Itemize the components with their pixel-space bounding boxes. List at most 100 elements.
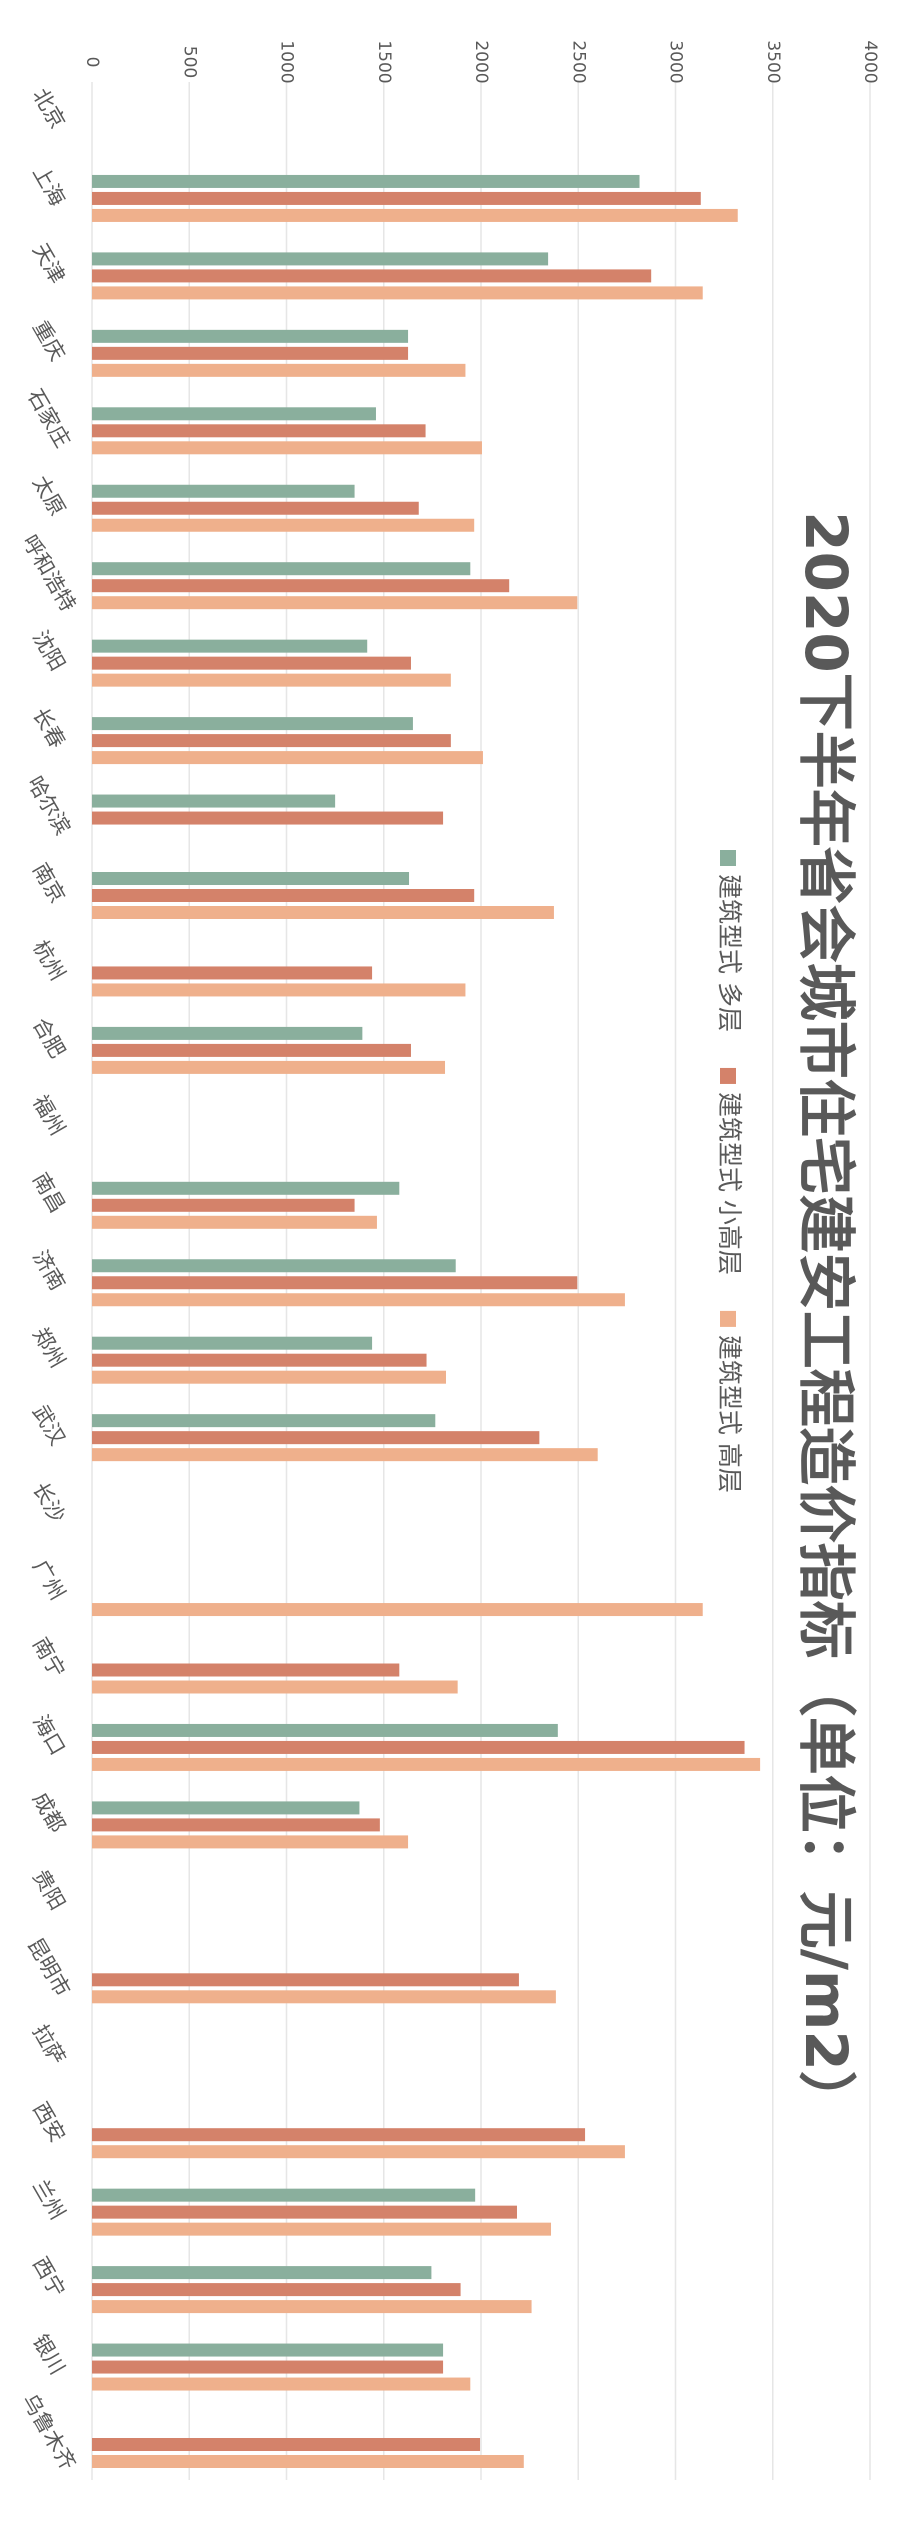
bar: [92, 1723, 558, 1737]
y-tick-label: 兰州: [28, 2175, 70, 2223]
bar: [92, 1818, 380, 1832]
bar: [92, 424, 426, 438]
y-tick-label: 昆明市: [23, 1934, 75, 2001]
bar: [92, 484, 355, 498]
x-tick-label: 2000: [471, 40, 491, 83]
bar: [92, 1740, 745, 1754]
y-tick-label: 呼和浩特: [17, 531, 80, 616]
bar: [92, 1181, 400, 1195]
bar: [92, 286, 703, 300]
x-tick-label: 3000: [666, 40, 686, 83]
bar: [92, 1835, 409, 1849]
bar: [92, 1801, 360, 1815]
bar: [92, 1757, 761, 1771]
y-tick-label: 长沙: [28, 1478, 70, 1526]
y-tick-label: 广州: [28, 1556, 70, 1604]
bar: [92, 501, 419, 515]
bar: [92, 889, 475, 902]
bar: [92, 1259, 456, 1273]
bar: [92, 906, 554, 919]
bar: [92, 1198, 355, 1212]
y-tick-label: 海口: [28, 1711, 70, 1759]
y-tick-label: 南宁: [28, 1633, 70, 1681]
y-tick-label: 郑州: [28, 1324, 70, 1372]
y-tick-label: 南京: [28, 859, 70, 907]
bar: [92, 1448, 598, 1462]
bar: [92, 1215, 377, 1229]
bar: [92, 269, 652, 283]
bar: [92, 208, 738, 222]
x-tick-label: 3500: [763, 40, 783, 83]
bar: [92, 518, 475, 532]
y-tick-label: 银川: [28, 2330, 70, 2378]
bar: [92, 1336, 373, 1350]
y-tick-label: 西安: [28, 2098, 70, 2146]
bar: [92, 734, 451, 748]
bar: [92, 656, 411, 670]
bar: [92, 174, 640, 188]
bar: [92, 794, 336, 808]
bar: [92, 2300, 532, 2314]
bar: [92, 346, 409, 360]
bar: [92, 562, 471, 576]
legend-label: 建筑型式 小高层: [715, 1092, 744, 1275]
y-tick-label: 天津: [28, 239, 70, 287]
bar: [92, 1353, 427, 1367]
bar: [92, 872, 410, 885]
bar: [92, 1414, 436, 1428]
bar: [92, 1431, 540, 1445]
bar: [92, 1026, 363, 1040]
bar: [92, 2222, 552, 2236]
bar: [92, 329, 409, 343]
chart-title: 2020下半年省会城市住宅建安工程造价指标（单位：元/m2）: [792, 511, 860, 2128]
y-tick-label: 乌鲁木齐: [17, 2390, 80, 2475]
bar: [92, 1060, 446, 1074]
y-tick-label: 杭州: [28, 936, 70, 984]
y-tick-label: 福州: [28, 1091, 70, 1139]
bar: [92, 2377, 471, 2391]
bar: [92, 2360, 444, 2374]
x-tick-label: 1000: [277, 40, 297, 83]
bar: [92, 2128, 586, 2142]
bar: [92, 2343, 444, 2357]
y-tick-label: 北京: [28, 84, 70, 132]
bar: [92, 2145, 625, 2159]
y-tick-label: 上海: [28, 162, 70, 210]
y-tick-label: 合肥: [28, 1014, 70, 1062]
y-tick-label: 武汉: [28, 1401, 70, 1449]
y-tick-label: 太原: [28, 472, 70, 520]
y-tick-label: 重庆: [28, 317, 70, 365]
bar: [92, 2283, 461, 2297]
y-tick-label: 西宁: [28, 2253, 70, 2301]
bar: [92, 966, 373, 980]
x-tick-label: 0: [82, 57, 102, 68]
y-tick-label: 石家庄: [23, 385, 75, 452]
y-tick-label: 南昌: [28, 1169, 70, 1217]
bar: [92, 2455, 524, 2468]
bar: [92, 363, 466, 377]
bar: [92, 441, 482, 455]
y-tick-label: 长春: [28, 704, 70, 752]
legend-swatch: [720, 1067, 736, 1084]
bar: [92, 1973, 519, 1987]
bar: [92, 811, 444, 825]
legend-label: 建筑型式 高层: [715, 1335, 744, 1493]
x-tick-label: 500: [179, 46, 199, 78]
bar: [92, 1276, 578, 1290]
legend-swatch: [720, 1310, 736, 1327]
bar: [92, 252, 549, 266]
y-tick-label: 济南: [28, 1246, 70, 1294]
bar: [92, 407, 376, 421]
legend-label: 建筑型式 多层: [715, 874, 744, 1032]
bar: [92, 2438, 481, 2451]
x-tick-label: 1500: [374, 40, 394, 83]
bar: [92, 751, 483, 765]
bar: [92, 1680, 458, 1694]
bar: [92, 191, 701, 205]
y-tick-label: 哈尔滨: [23, 772, 75, 839]
bar: [92, 2205, 517, 2219]
x-tick-label: 2500: [568, 40, 588, 83]
y-tick-label: 成都: [28, 1788, 70, 1836]
